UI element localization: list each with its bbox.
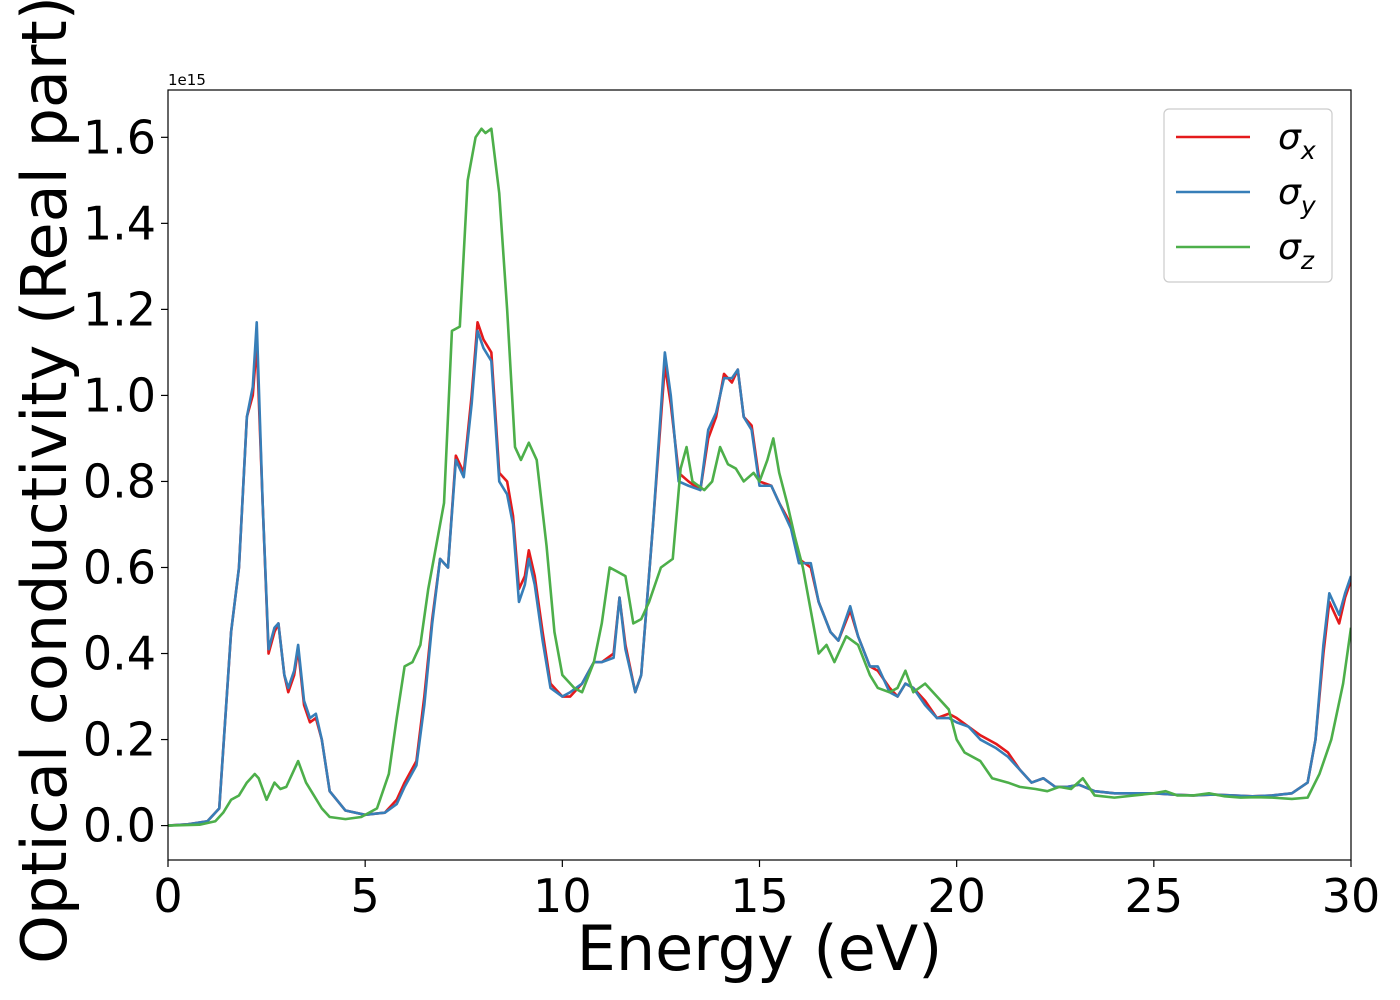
y-tick-label: 0.8 [83,454,156,508]
legend-frame [1163,108,1333,283]
x-tick-label: 25 [1125,869,1184,923]
series-line-x [168,320,1351,827]
series-line-z [168,127,1351,827]
legend-label: σx [1278,117,1316,165]
y-axis-label: Optical conductivity (Real part) [8,0,81,964]
legend-item-x: σx [1176,117,1316,165]
legend-item-y: σy [1176,172,1317,220]
y-tick-label: 0.4 [83,627,156,681]
x-axis-label: Energy (eV) [577,912,943,985]
x-tick-label: 15 [730,869,789,923]
series-layer [168,127,1351,827]
y-axis: 0.0 0.2 0.4 0.6 0.8 1.0 1.2 1.4 1.6 [83,110,168,853]
y-tick-label: 1.4 [83,196,156,250]
y-tick-label: 1.2 [83,282,156,336]
y-offset-text: 1e15 [168,71,206,89]
series-line-y [168,320,1351,827]
legend-item-z: σz [1176,227,1315,275]
legend: σx σy σz [1163,108,1333,283]
x-tick-label: 0 [153,869,182,923]
x-tick-label: 20 [927,869,986,923]
x-tick-label: 10 [533,869,592,923]
x-tick-label: 30 [1322,869,1381,923]
x-tick-label: 5 [351,869,380,923]
y-tick-label: 0.0 [83,799,156,853]
legend-label: σz [1278,227,1315,275]
y-tick-label: 0.2 [83,713,156,767]
y-tick-label: 1.6 [83,110,156,164]
y-tick-label: 0.6 [83,540,156,594]
legend-label: σy [1278,172,1317,220]
x-axis: 0 5 10 15 20 25 30 [153,860,1380,923]
y-tick-label: 1.0 [83,368,156,422]
